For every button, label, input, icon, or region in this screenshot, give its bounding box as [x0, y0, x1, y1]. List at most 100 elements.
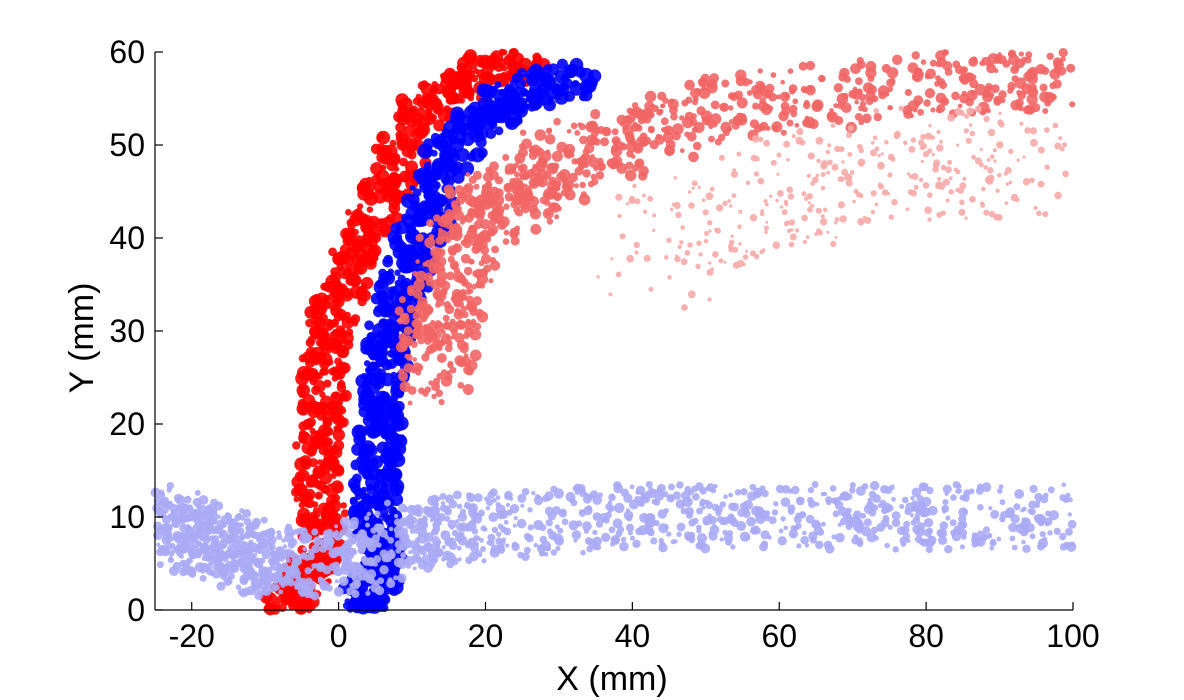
data-point	[469, 328, 482, 341]
data-point	[776, 172, 780, 176]
data-point	[351, 443, 364, 456]
y-tick-label: 40	[109, 220, 145, 256]
data-point	[843, 173, 852, 181]
data-point	[355, 258, 366, 269]
data-point	[300, 458, 312, 470]
data-point	[388, 403, 402, 417]
data-point	[1061, 482, 1066, 488]
data-point	[291, 569, 302, 579]
data-point	[634, 250, 639, 255]
data-point	[910, 496, 915, 501]
data-point	[597, 162, 606, 172]
data-point	[302, 546, 307, 551]
data-point	[1029, 484, 1038, 493]
data-point	[494, 188, 504, 198]
data-point	[522, 171, 531, 180]
data-point	[373, 555, 382, 563]
data-point	[449, 366, 457, 374]
data-point	[947, 159, 953, 165]
data-point	[908, 146, 916, 153]
data-point	[722, 200, 728, 207]
data-point	[608, 505, 616, 512]
data-point	[566, 129, 572, 134]
data-point	[509, 504, 520, 514]
data-point	[990, 84, 1000, 93]
data-point	[668, 98, 675, 104]
data-point	[662, 132, 674, 143]
data-point	[579, 153, 592, 165]
data-point	[688, 202, 695, 209]
data-point	[865, 67, 877, 79]
data-point	[693, 122, 705, 133]
data-point	[412, 357, 417, 362]
data-point	[254, 591, 263, 600]
data-point	[814, 232, 819, 236]
data-point	[519, 129, 527, 136]
data-point	[411, 128, 425, 142]
data-point	[412, 333, 418, 340]
data-point	[874, 202, 879, 207]
data-point	[772, 241, 781, 249]
data-point	[759, 211, 765, 217]
data-point	[311, 563, 317, 569]
data-point	[787, 193, 795, 200]
data-point	[696, 240, 702, 246]
data-point	[924, 206, 932, 214]
data-point	[778, 110, 789, 122]
data-point	[936, 104, 946, 113]
data-point	[685, 511, 694, 519]
data-point	[237, 513, 242, 518]
data-point	[941, 505, 947, 511]
data-point	[1022, 155, 1026, 159]
data-point	[202, 519, 213, 530]
data-point	[949, 519, 957, 527]
data-point	[872, 135, 878, 141]
data-point	[815, 136, 824, 145]
data-point	[242, 577, 247, 582]
data-point	[796, 128, 804, 136]
data-point	[258, 567, 266, 575]
data-point	[555, 545, 561, 552]
data-point	[797, 497, 804, 504]
data-point	[719, 537, 724, 542]
data-point	[595, 171, 605, 180]
data-point	[367, 332, 375, 340]
data-point	[764, 202, 769, 207]
data-point	[915, 67, 923, 75]
data-point	[224, 512, 231, 518]
data-point	[676, 531, 682, 537]
data-point	[417, 557, 423, 562]
data-point	[935, 181, 943, 189]
data-point	[437, 353, 447, 363]
data-point	[780, 129, 787, 136]
data-point	[1065, 492, 1071, 498]
data-point	[806, 173, 812, 178]
data-point	[473, 220, 483, 229]
data-point	[172, 533, 181, 542]
data-point	[836, 93, 849, 105]
data-point	[313, 536, 323, 546]
data-point	[398, 371, 408, 382]
data-point	[220, 573, 228, 580]
data-point	[826, 170, 831, 175]
data-point	[929, 59, 937, 67]
data-point	[463, 184, 469, 190]
data-point	[334, 284, 347, 298]
data-point	[945, 515, 951, 521]
data-point	[471, 504, 476, 509]
data-point	[494, 218, 501, 224]
data-point	[708, 531, 713, 536]
data-point	[982, 91, 994, 103]
data-point	[469, 349, 482, 362]
data-point	[389, 433, 402, 445]
data-point	[474, 120, 485, 132]
data-point	[159, 504, 169, 515]
data-point	[558, 509, 567, 518]
data-point	[475, 550, 482, 557]
data-point	[330, 267, 340, 277]
data-point	[284, 596, 294, 606]
data-point	[731, 193, 737, 199]
data-point	[983, 209, 990, 216]
data-point	[497, 220, 507, 230]
data-point	[565, 491, 576, 502]
